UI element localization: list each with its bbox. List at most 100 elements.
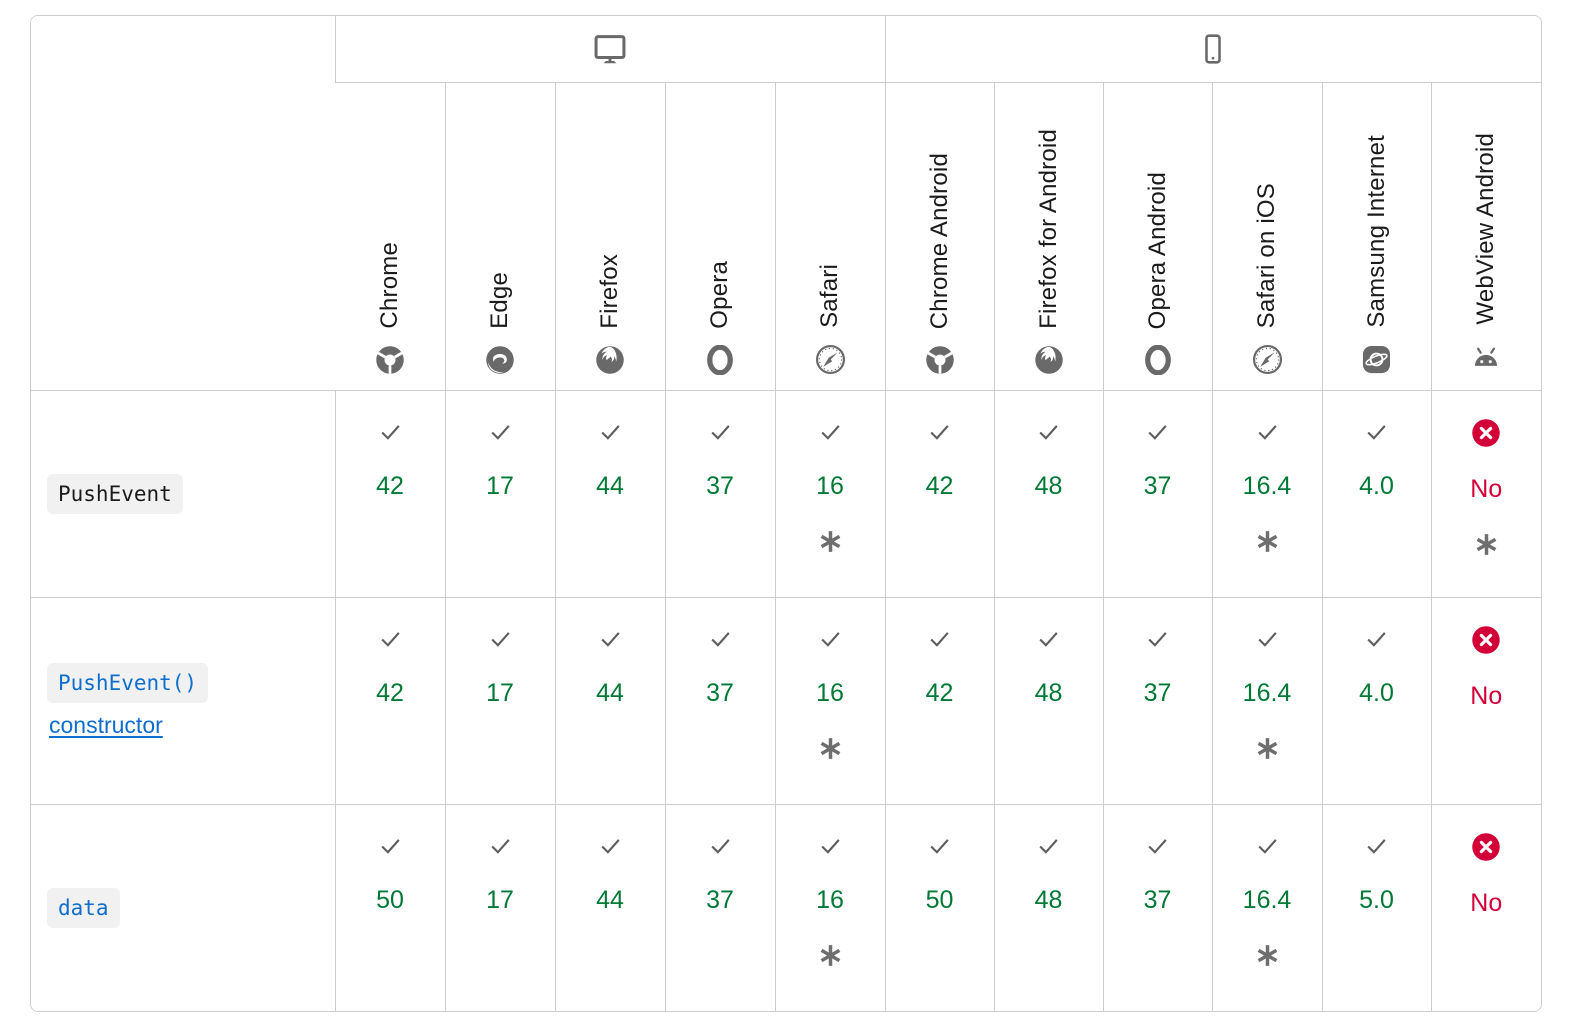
support-version: 17 [486,886,514,914]
support-cell[interactable]: 48 [993,597,1104,805]
support-version: 16 [816,472,844,500]
feature-link[interactable]: PushEvent() constructor [47,662,335,739]
support-version: 37 [1143,679,1172,707]
supported-check-icon [597,418,624,445]
supported-check-icon [487,625,514,652]
browser-header-samsung-internet: Samsung Internet [1321,82,1432,391]
footnote-asterisk-icon [1254,735,1281,762]
support-cell[interactable]: 5.0 [1321,804,1432,1011]
support-cell[interactable]: 4.0 [1321,597,1432,805]
footnote-asterisk-icon [1254,942,1281,969]
support-cell[interactable]: 48 [993,804,1104,1011]
feature-extra-label[interactable]: constructor [49,712,163,739]
browser-header-edge: Edge [444,82,555,391]
browser-header-firefox: Firefox [554,82,665,391]
support-cell[interactable]: 17 [444,390,555,598]
supported-check-icon [597,832,624,859]
browser-header-safari-on-ios: Safari on iOS [1211,82,1323,391]
browser-name-label: Firefox for Android [1034,129,1062,329]
edge-icon [485,345,515,375]
unsupported-cross-icon [1471,418,1501,448]
support-cell[interactable]: 16 [774,390,886,598]
support-version: 4.0 [1359,472,1394,500]
support-cell[interactable]: 42 [334,597,445,805]
support-cell[interactable]: 17 [444,597,555,805]
support-version: 48 [1034,472,1063,500]
footnote-asterisk-icon [817,942,844,969]
footnote-asterisk-icon [817,735,844,762]
support-version: 50 [925,886,954,914]
opera-icon [1143,344,1173,376]
support-cell[interactable]: 37 [1102,804,1213,1011]
supported-check-icon [707,418,734,445]
support-cell[interactable]: No [1430,390,1541,598]
browser-name-label: WebView Android [1472,133,1500,325]
support-cell[interactable]: 17 [444,804,555,1011]
supported-check-icon [1035,418,1062,445]
support-cell[interactable]: No [1430,804,1541,1011]
support-cell[interactable]: 44 [554,597,665,805]
browser-name-label: Safari on iOS [1253,182,1281,328]
compat-table-body: PushEvent 42 17 44 37 16 42 48 37 16.4 4… [31,390,1541,1011]
feature-link[interactable]: data [47,887,120,929]
support-cell[interactable]: 42 [884,390,995,598]
support-cell[interactable]: 16 [774,597,886,805]
corner-cell [31,16,335,391]
supported-check-icon [707,625,734,652]
supported-check-icon [1035,625,1062,652]
support-cell[interactable]: 48 [993,390,1104,598]
support-cell[interactable]: No [1430,597,1541,805]
support-cell[interactable]: 50 [334,804,445,1011]
browser-header-opera-android: Opera Android [1102,82,1213,391]
support-cell[interactable]: 37 [664,390,775,598]
support-cell[interactable]: 37 [1102,597,1213,805]
mobile-group-header [884,16,1541,83]
support-cell[interactable]: 42 [884,597,995,805]
feature-code-label[interactable]: PushEvent() [47,662,209,704]
support-version: 16.4 [1242,886,1292,914]
supported-check-icon [487,418,514,445]
supported-check-icon [817,832,844,859]
support-version: 37 [706,472,734,500]
footnote-asterisk-icon [1473,531,1500,558]
browser-compat-table-wrap: Chrome Edge Firefox Opera Safari Chrome … [30,15,1542,1012]
support-cell[interactable]: 37 [1102,390,1213,598]
supported-check-icon [926,625,953,652]
support-version: 16.4 [1242,679,1292,707]
support-cell[interactable]: 44 [554,390,665,598]
feature-code-label[interactable]: data [47,887,120,929]
supported-check-icon [1144,625,1171,652]
supported-check-icon [597,625,624,652]
support-cell[interactable]: 16.4 [1211,390,1323,598]
support-version: 17 [486,679,514,707]
browser-header-chrome: Chrome [335,82,445,391]
feature-row: PushEvent() constructor 42 17 44 37 16 42… [31,597,1541,805]
samsung-internet-icon [1361,344,1392,375]
support-version: 16 [816,679,844,707]
feature-name-cell: PushEvent() constructor [31,597,335,805]
support-cell[interactable]: 50 [884,804,995,1011]
desktop-group-header [334,16,886,83]
footnote-asterisk-icon [1254,528,1281,555]
support-cell[interactable]: 37 [664,597,775,805]
browser-name-label: Chrome Android [925,152,953,329]
support-version: 37 [1143,472,1172,500]
browser-name-label: Safari [816,264,843,328]
support-cell[interactable]: 16 [774,804,886,1011]
support-cell[interactable]: 16.4 [1211,804,1323,1011]
platform-group-row [31,16,1541,391]
feature-name-cell: PushEvent [31,390,335,598]
support-cell[interactable]: 44 [554,804,665,1011]
support-cell[interactable]: 4.0 [1321,390,1432,598]
support-version: 44 [596,472,624,500]
browser-name-label: Opera Android [1143,171,1171,329]
support-cell[interactable]: 42 [334,390,445,598]
browser-header-firefox-for-android: Firefox for Android [993,82,1104,391]
browser-header-safari: Safari [774,82,886,391]
support-cell[interactable]: 37 [664,804,775,1011]
support-cell[interactable]: 16.4 [1211,597,1323,805]
compat-table-head: Chrome Edge Firefox Opera Safari Chrome … [31,16,1541,391]
support-version: 16.4 [1242,472,1292,500]
supported-check-icon [1363,418,1390,445]
mobile-icon [1196,34,1230,64]
